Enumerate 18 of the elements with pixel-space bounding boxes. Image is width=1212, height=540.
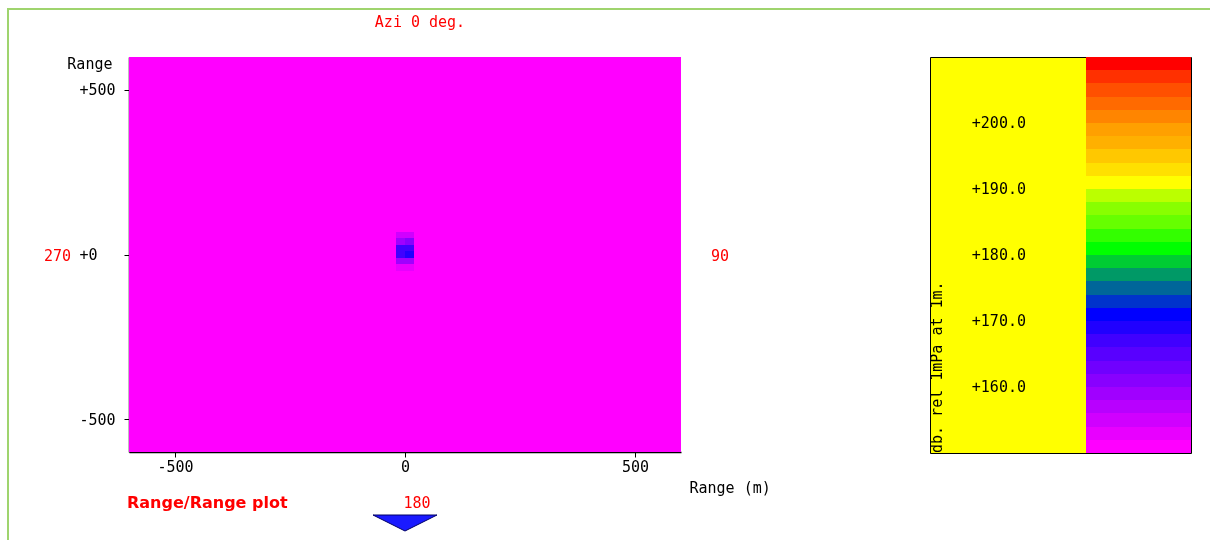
- color-bar-label: +200.0: [971, 114, 1026, 132]
- y-axis-title: Range: [67, 54, 113, 73]
- x-axis-title: Range (m): [689, 478, 771, 497]
- text: 180: [403, 494, 431, 512]
- color-bar-label: +190.0: [971, 180, 1026, 198]
- x-tick-label: 500: [621, 457, 650, 476]
- color-bar-label: +180.0: [971, 246, 1026, 264]
- y-tick-label: -500: [79, 410, 116, 429]
- color-bar-label: +160.0: [971, 378, 1026, 396]
- x-tick-label: 0: [400, 457, 411, 476]
- x-tick-label: -500: [157, 457, 194, 476]
- text: 270: [43, 247, 71, 265]
- text: 90: [711, 247, 730, 265]
- y-tick-label: +500: [79, 81, 116, 100]
- color-bar-label: +170.0: [971, 312, 1026, 330]
- y-tick-label: +0: [79, 246, 98, 264]
- text: Range/Range plot: [127, 493, 288, 512]
- text: Azi 0 deg.: [374, 13, 466, 31]
